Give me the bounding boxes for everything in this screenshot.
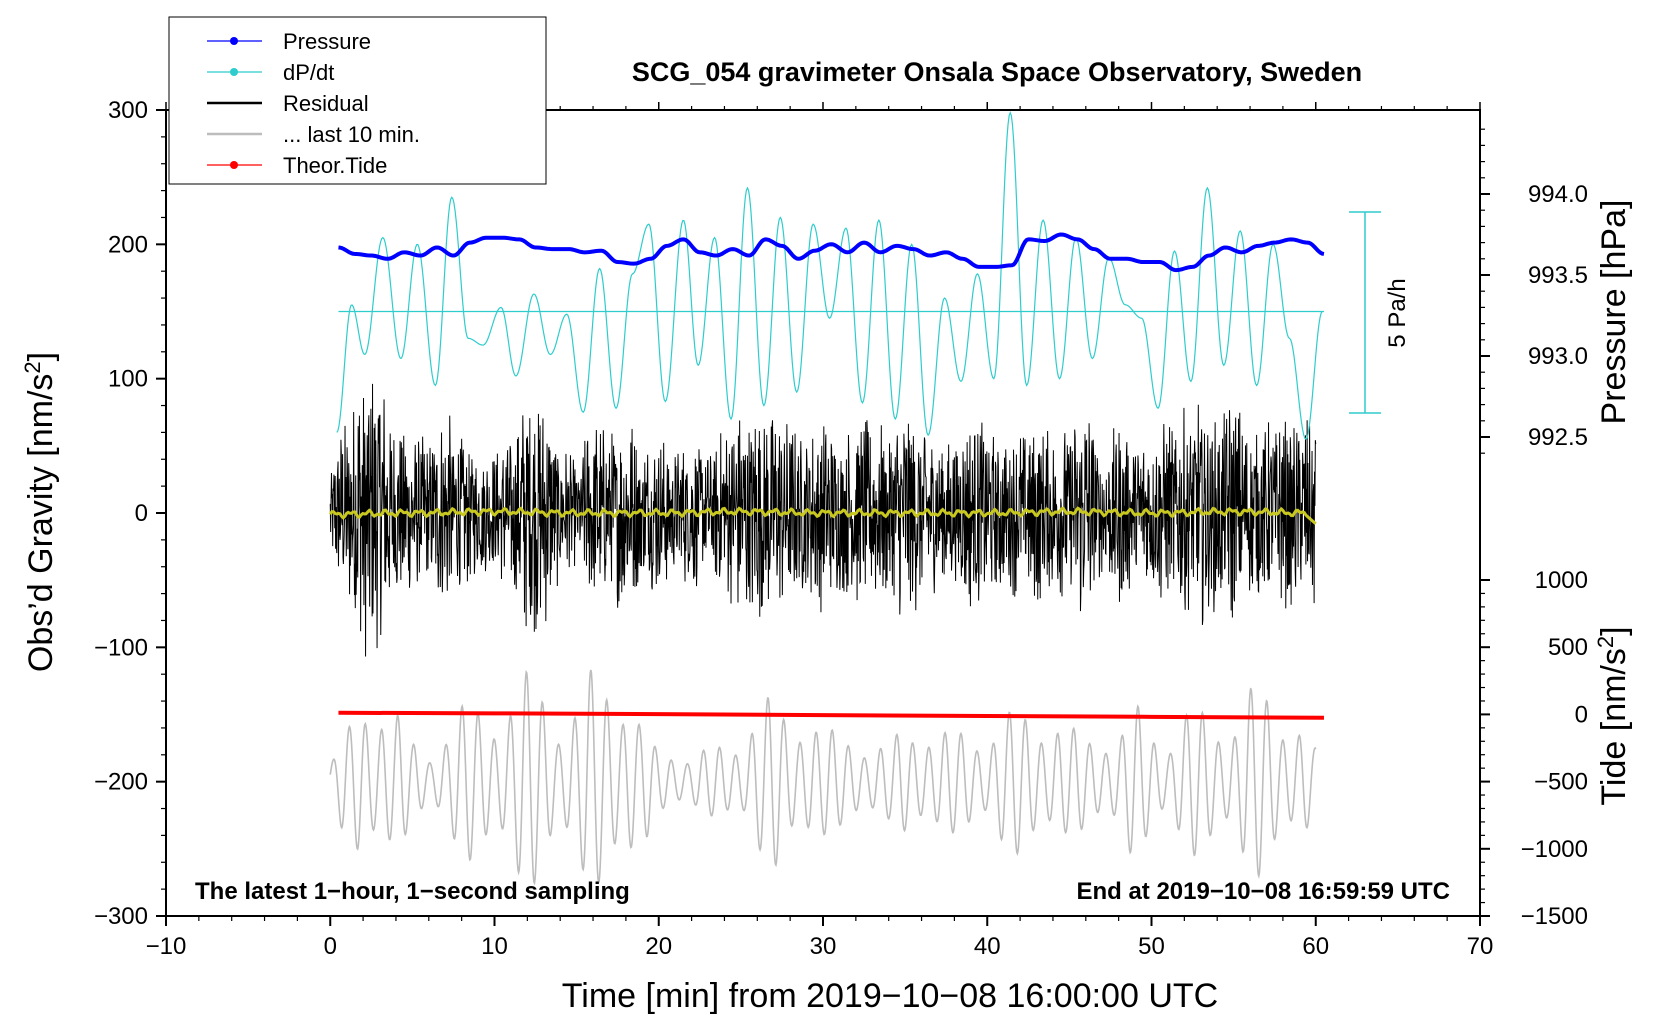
- y-tick-label: 200: [108, 231, 148, 258]
- x-tick-label: 70: [1467, 933, 1494, 960]
- axes-group: −10 0 10 20 30 40 50 60 703002001000−100−200−300…: [94, 97, 1588, 960]
- pressure-tick-label: 993.5: [1528, 262, 1588, 289]
- y-axis-title-tide: Tide [nm/s2]: [1593, 626, 1634, 805]
- series-dpdt: [336, 110, 1323, 441]
- legend-label: Residual: [283, 91, 369, 116]
- tide-tick-label: −1000: [1521, 836, 1588, 863]
- series-residual-smoothed: [328, 506, 1317, 525]
- y-tick-label: −100: [94, 634, 148, 661]
- legend-label: Pressure: [283, 29, 371, 54]
- x-tick-label: 30: [810, 933, 837, 960]
- y-tick-label: −300: [94, 903, 148, 930]
- legend-label: Theor.Tide: [283, 153, 387, 178]
- series-group: [328, 110, 1325, 886]
- pressure-tick-label: 993.0: [1528, 343, 1588, 370]
- x-axis-title: Time [min] from 2019−10−08 16:00:00 UTC: [562, 977, 1218, 1015]
- y-tick-label: 300: [108, 97, 148, 124]
- chart-title: SCG_054 gravimeter Onsala Space Observat…: [632, 57, 1362, 87]
- x-tick-label: 10: [481, 933, 508, 960]
- x-tick-label: −10: [146, 933, 187, 960]
- annotation-sampling: The latest 1−hour, 1−second sampling: [195, 878, 630, 905]
- legend-label: ... last 10 min.: [283, 122, 420, 147]
- legend-box: [168, 16, 547, 185]
- y-tick-label: −200: [94, 769, 148, 796]
- x-tick-label: 60: [1302, 933, 1329, 960]
- legend-marker: [230, 161, 238, 169]
- tide-tick-label: −1500: [1521, 903, 1588, 930]
- dpdt-scale-bar: 5 Pa/h: [1349, 211, 1411, 414]
- series-pressure: [338, 232, 1325, 273]
- tide-tick-label: 500: [1548, 634, 1588, 661]
- series-last-10-min: [329, 669, 1317, 886]
- annotation-end-time: End at 2019−10−08 16:59:59 UTC: [1076, 878, 1450, 905]
- pressure-tick-label: 994.0: [1528, 181, 1588, 208]
- y-tick-label: 0: [135, 500, 148, 527]
- y-axis-title-left: Obs’d Gravity [nm/s2]: [20, 352, 61, 672]
- legend-marker: [230, 37, 238, 45]
- series-theor-tide: [338, 710, 1324, 720]
- x-tick-label: 40: [974, 933, 1001, 960]
- pressure-tick-label: 992.5: [1528, 424, 1588, 451]
- series-residual: [329, 383, 1317, 657]
- y-axis-title-pressure: Pressure [hPa]: [1595, 200, 1633, 425]
- tide-tick-label: −500: [1534, 769, 1588, 796]
- legend-marker: [230, 68, 238, 76]
- tide-tick-label: 0: [1575, 701, 1588, 728]
- x-tick-label: 20: [645, 933, 672, 960]
- tide-tick-label: 1000: [1535, 567, 1588, 594]
- x-tick-label: 50: [1138, 933, 1165, 960]
- legend: Pressure dP/dt Residual ... last 10 min. The…: [168, 16, 547, 185]
- legend-label: dP/dt: [283, 60, 334, 85]
- scale-bar-label: 5 Pa/h: [1384, 278, 1411, 347]
- x-tick-label: 0: [324, 933, 337, 960]
- y-tick-label: 100: [108, 366, 148, 393]
